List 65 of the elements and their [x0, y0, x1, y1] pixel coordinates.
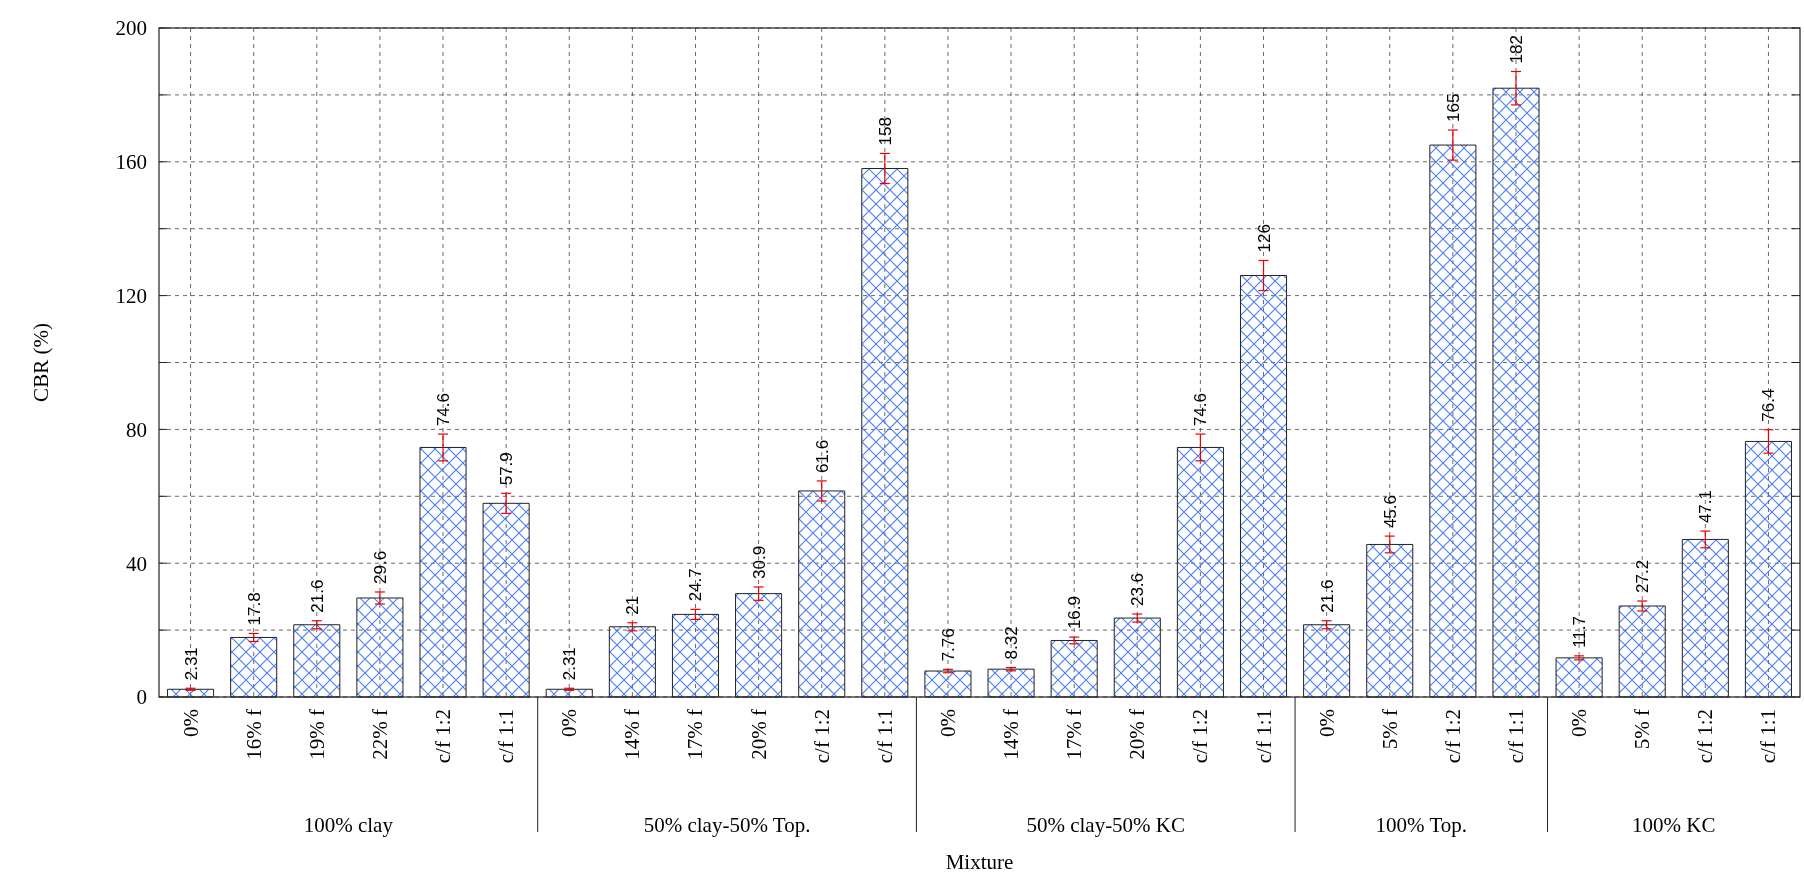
x-tick-label: c/f 1:1	[1251, 709, 1276, 764]
x-tick-label: c/f 1:2	[1440, 709, 1465, 764]
x-tick-label: 17% f	[1062, 709, 1087, 760]
text: 50% clay-50% Top.	[643, 813, 811, 837]
data-label: 47.1	[1696, 489, 1716, 524]
data-label: 23.6	[1128, 572, 1148, 607]
data-label: 2.31	[181, 647, 201, 681]
data-label: 126	[1254, 224, 1274, 253]
x-tick-label: 16% f	[241, 709, 266, 760]
x-tick-label: 0%	[557, 709, 582, 737]
x-tick-label: c/f 1:2	[1693, 709, 1718, 764]
data-label: 57.9	[497, 452, 517, 486]
data-label: 30.9	[749, 545, 769, 579]
x-tick-label: 20% f	[1125, 709, 1150, 760]
x-tick-label: 0%	[1314, 709, 1339, 737]
data-label: 158	[875, 117, 895, 146]
data-label: 21	[623, 595, 643, 615]
data-label: 165	[1443, 93, 1463, 123]
data-label: 61.6	[812, 439, 832, 473]
x-tick-label: 5% f	[1630, 709, 1655, 750]
data-label: 182	[1506, 35, 1526, 64]
x-tick-label: 20% f	[746, 709, 771, 760]
text: 50% clay-50% KC	[1026, 813, 1186, 837]
data-label: 2.31	[560, 647, 580, 681]
data-label: 29.6	[370, 550, 390, 584]
x-tick-label: 17% f	[683, 709, 708, 760]
x-axis-title: Mixture	[945, 850, 1014, 874]
data-label: 74.6	[1191, 392, 1211, 427]
data-label: 21.6	[1317, 579, 1337, 613]
x-tick-label: 14% f	[620, 709, 645, 760]
text: 100% clay	[303, 813, 394, 837]
data-label: 76.4	[1759, 388, 1779, 422]
y-tick-label: 160	[115, 150, 147, 175]
x-tick-label: c/f 1:2	[431, 709, 456, 764]
data-label: 45.6	[1380, 495, 1400, 529]
text: 100% KC	[1632, 813, 1716, 837]
y-tick-label: 120	[115, 283, 147, 308]
x-tick-label: c/f 1:1	[872, 709, 897, 764]
x-tick-label: 22% f	[367, 709, 392, 760]
data-label: 24.7	[686, 568, 706, 602]
y-tick-label: 0	[136, 685, 147, 710]
y-axis-title: CBR (%)	[29, 323, 53, 402]
y-tick-label: 40	[126, 551, 147, 576]
x-tick-label: c/f 1:1	[1756, 709, 1781, 764]
data-label: 8.32	[1002, 626, 1022, 660]
x-tick-label: c/f 1:2	[809, 709, 834, 764]
x-tick-label: 0%	[178, 709, 203, 737]
text: 100% Top.	[1375, 813, 1468, 837]
data-label: 74.6	[434, 392, 454, 427]
x-tick-label: c/f 1:2	[1188, 709, 1213, 764]
data-label: 11.7	[1570, 616, 1590, 648]
x-tick-label: 0%	[1567, 709, 1592, 737]
y-tick-label: 80	[126, 417, 147, 442]
x-tick-label: 14% f	[999, 709, 1024, 760]
data-label: 7.76	[938, 628, 958, 662]
x-tick-label: 0%	[935, 709, 960, 737]
data-label: 21.6	[307, 579, 327, 613]
y-tick-label: 200	[115, 16, 147, 41]
data-label: 17.8	[244, 592, 264, 626]
x-tick-label: 5% f	[1377, 709, 1402, 750]
x-tick-label: 19% f	[304, 709, 329, 760]
data-label: 27.2	[1633, 559, 1653, 593]
x-tick-label: c/f 1:1	[494, 709, 519, 764]
data-label: 16.9	[1065, 596, 1085, 630]
x-tick-label: c/f 1:1	[1503, 709, 1528, 764]
